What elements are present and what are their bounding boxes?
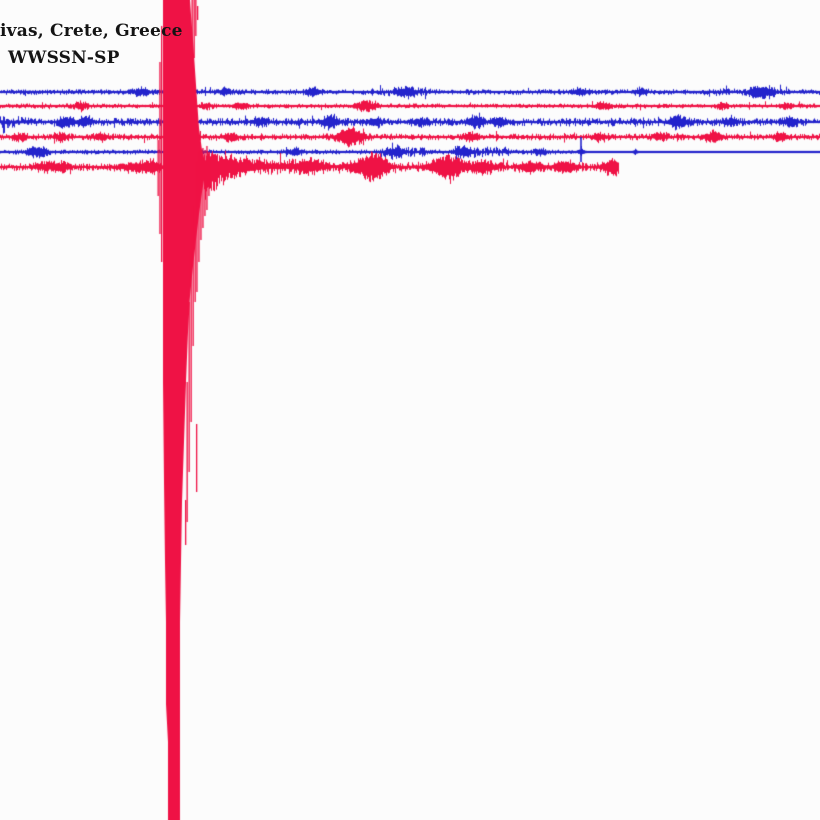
- instrument-label: WWSSN-SP: [8, 48, 120, 68]
- station-label: ivas, Crete, Greece: [0, 21, 183, 41]
